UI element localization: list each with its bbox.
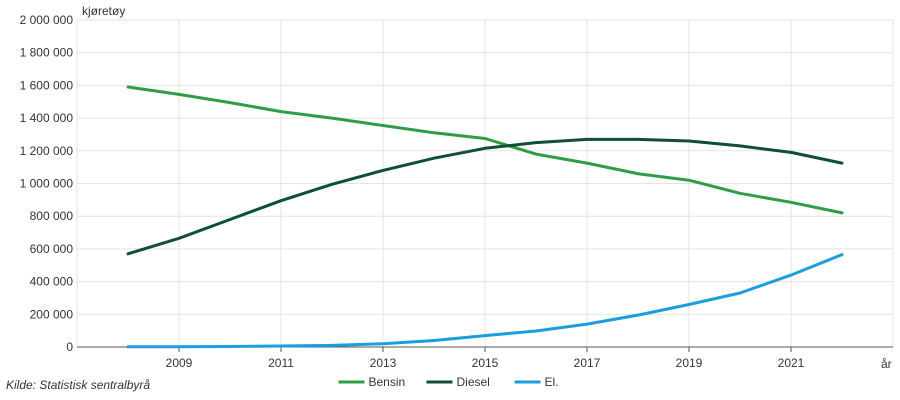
y-tick-label: 1 800 000 bbox=[20, 46, 74, 60]
y-tick-label: 1 200 000 bbox=[20, 144, 74, 158]
series-line-el bbox=[126, 253, 844, 349]
grid bbox=[77, 19, 893, 347]
y-tick-label: 0 bbox=[66, 340, 73, 354]
legend-label-diesel: Diesel bbox=[457, 375, 490, 389]
x-axis-title: år bbox=[881, 357, 892, 371]
x-tick-label: 2011 bbox=[268, 356, 294, 370]
y-tick-label: 800 000 bbox=[30, 209, 74, 223]
legend-label-el: El. bbox=[545, 375, 559, 389]
y-tick-label: 600 000 bbox=[30, 242, 74, 256]
y-tick-label: 1 400 000 bbox=[20, 111, 74, 125]
x-tick-label: 2017 bbox=[574, 356, 601, 370]
legend: Bensin Diesel El. bbox=[338, 375, 559, 389]
y-tick-label: 2 000 000 bbox=[20, 13, 74, 27]
x-tick-label: 2013 bbox=[370, 356, 397, 370]
y-tick-label: 1 600 000 bbox=[20, 78, 74, 92]
x-tick-label: 2019 bbox=[676, 356, 703, 370]
legend-label-bensin: Bensin bbox=[369, 375, 406, 389]
x-axis-ticks: 2009 2011 2013 2015 2017 2019 2021 bbox=[166, 347, 805, 370]
series-lines bbox=[126, 85, 844, 349]
series-line-bensin bbox=[126, 85, 844, 215]
y-tick-label: 400 000 bbox=[30, 275, 74, 289]
y-axis-title: kjøretøy bbox=[82, 4, 125, 18]
source-note: Kilde: Statistisk sentralbyrå bbox=[6, 378, 151, 392]
y-axis-ticks: 0 200 000 400 000 600 000 800 000 1 000 000 1 … bbox=[20, 13, 74, 354]
y-tick-label: 200 000 bbox=[30, 307, 74, 321]
x-tick-label: 2009 bbox=[166, 356, 193, 370]
series-line-diesel bbox=[126, 137, 844, 256]
x-tick-label: 2021 bbox=[778, 356, 805, 370]
y-tick-label: 1 000 000 bbox=[20, 177, 74, 191]
x-tick-label: 2015 bbox=[472, 356, 499, 370]
